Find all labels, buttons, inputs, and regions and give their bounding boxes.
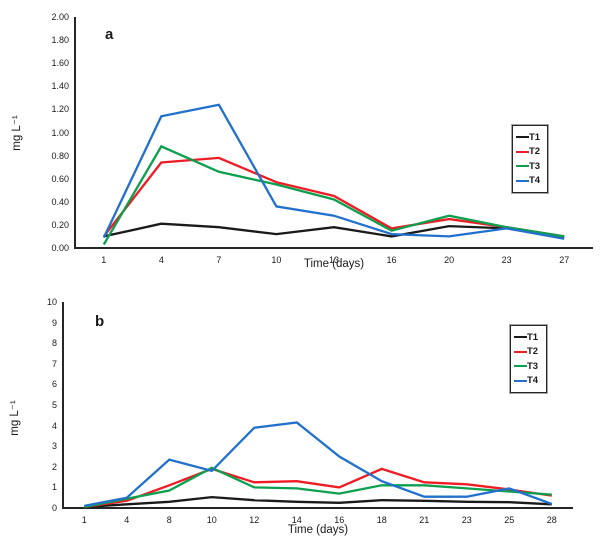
y-tick-label: 6: [51, 379, 57, 390]
series-line-T1: [103, 222, 565, 239]
y-tick-label: 1.60: [51, 58, 69, 69]
x-tick-label: 13: [328, 255, 339, 265]
legend-item-T3: T3: [514, 359, 542, 373]
legend-item-T3: T3: [516, 159, 543, 173]
y-tick-label: 8: [51, 338, 57, 349]
x-tick-label: 21: [419, 515, 430, 525]
y-tick-label: 3: [51, 441, 57, 452]
y-tick-label: 4: [51, 420, 57, 431]
y-tick-label: 2: [51, 461, 57, 472]
panel-a-label: a: [105, 26, 114, 43]
panel-b-label: b: [95, 313, 105, 330]
x-tick-label: 8: [166, 515, 172, 525]
panel-b-y-axis-title: mg L⁻¹: [9, 400, 21, 436]
y-tick-label: 7: [51, 358, 57, 369]
legend-item-T1: T1: [514, 330, 542, 344]
x-tick-label: 1: [81, 515, 87, 525]
x-tick-label: 28: [546, 515, 557, 525]
y-tick-label: 1.00: [51, 127, 69, 138]
legend-line-swatch: [514, 336, 527, 338]
x-tick-label: 12: [249, 515, 260, 525]
x-tick-label: 14: [291, 515, 302, 525]
y-tick-label: 0.40: [51, 196, 69, 207]
y-tick-label: 0: [51, 503, 57, 513]
x-tick-label: 16: [386, 255, 397, 265]
x-tick-label: 10: [271, 255, 282, 265]
panel-a-x-axis-title: Time (days): [303, 258, 365, 270]
y-tick-label: 0.60: [51, 173, 69, 184]
legend-line-swatch: [516, 150, 529, 153]
y-tick-label: 1: [51, 482, 57, 493]
legend-label: T2: [529, 146, 541, 158]
x-tick-label: 27: [559, 255, 570, 265]
y-tick-label: 0.80: [51, 150, 69, 161]
y-tick-label: 1.80: [51, 35, 69, 46]
y-tick-label: 10: [46, 297, 57, 307]
y-tick-label: 0.20: [51, 219, 69, 230]
legend-b: T1 T2 T3 T4: [509, 324, 548, 394]
panel-a: a mg L⁻¹ Time (days) T1 T2 T3 T4 0.00 0.20 0.…: [11, 12, 593, 270]
legend-line-swatch: [516, 179, 529, 182]
legend-line-swatch: [516, 136, 529, 138]
x-tick-label: 7: [216, 255, 222, 265]
legend-line-swatch: [514, 379, 527, 382]
legend-label: T1: [529, 131, 541, 143]
legend-item-T2: T2: [514, 345, 542, 359]
panel-a-y-axis-title: mg L⁻¹: [11, 115, 23, 151]
legend-item-T4: T4: [516, 174, 543, 188]
legend-label: T4: [529, 175, 541, 187]
x-tick-label: 23: [461, 515, 472, 525]
y-tick-label: 1.20: [51, 104, 69, 115]
legend-label: T3: [527, 360, 539, 372]
legend-line-swatch: [516, 165, 529, 168]
plot-area-a: [74, 17, 593, 249]
series-line-T3: [84, 466, 552, 509]
legend-line-swatch: [514, 365, 527, 368]
y-tick-label: 1.40: [51, 81, 69, 92]
series-line-T3: [102, 144, 565, 246]
panel-b-x-axis-title: Time (days): [287, 524, 349, 536]
legend-a: T1 T2 T3 T4: [511, 124, 549, 194]
x-tick-label: 1: [101, 255, 107, 265]
x-tick-label: 23: [501, 255, 512, 265]
series-line-T1: [84, 495, 552, 509]
legend-item-T1: T1: [516, 130, 543, 144]
legend-item-T2: T2: [516, 145, 543, 159]
x-tick-label: 10: [206, 515, 217, 525]
axis-lines: [74, 17, 593, 249]
y-tick-label: 2.00: [51, 12, 69, 22]
series-line-T4: [102, 103, 565, 240]
x-tick-label: 4: [124, 515, 130, 525]
legend-line-swatch: [514, 350, 527, 353]
series-line-T4: [84, 421, 553, 508]
y-tick-label: 5: [51, 400, 57, 410]
x-tick-label: 18: [376, 515, 387, 525]
x-tick-label: 25: [504, 515, 515, 525]
legend-label: T2: [527, 346, 539, 358]
plot-area-b: [62, 302, 573, 509]
y-tick-label: 0.00: [51, 243, 69, 253]
legend-label: T4: [527, 375, 539, 387]
x-tick-label: 4: [158, 255, 164, 265]
y-tick-label: 9: [51, 317, 57, 328]
x-tick-label: 20: [444, 255, 455, 265]
legend-label: T3: [529, 160, 541, 172]
series-line-T2: [84, 467, 552, 509]
x-tick-label: 16: [334, 515, 345, 525]
legend-item-T4: T4: [514, 374, 542, 388]
axis-lines: [62, 302, 573, 509]
legend-label: T1: [527, 331, 539, 343]
